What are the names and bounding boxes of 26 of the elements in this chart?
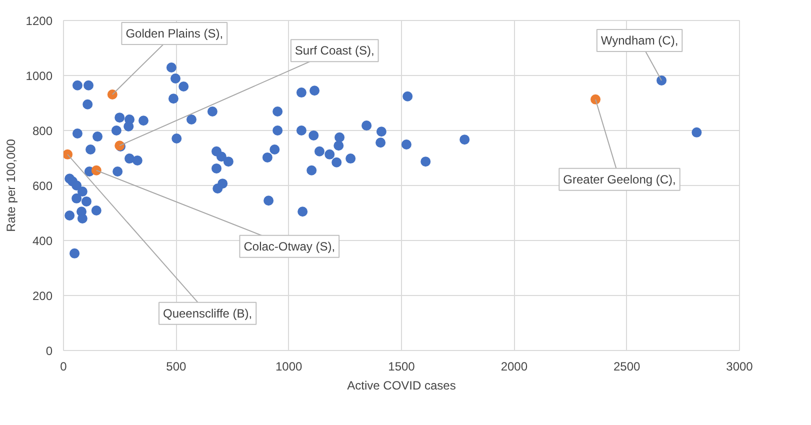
y-tick-label: 200 (32, 289, 53, 303)
annotation: Colac-Otway (S), (244, 239, 336, 254)
y-tick-label: 1200 (26, 14, 53, 28)
x-tick-label: 1500 (388, 360, 416, 374)
x-tick-label: 500 (166, 360, 187, 374)
x-tick-label: 3000 (726, 360, 754, 374)
x-tick-label: 2000 (500, 360, 528, 374)
y-tick-label: 600 (32, 179, 53, 193)
point (107, 89, 118, 100)
y-tick-label: 1000 (26, 69, 53, 83)
annotation: Surf Coast (S), (294, 44, 374, 58)
annotation: Queenscliffe (B), (162, 306, 252, 320)
point (91, 165, 102, 176)
x-tick-label: 2500 (613, 360, 641, 374)
y-axis-title: Rate per 100,000 (4, 138, 18, 232)
y-tick-label: 0 (46, 344, 53, 358)
annotation: Wyndham (C), (600, 33, 678, 48)
y-tick-label: 400 (32, 234, 53, 248)
x-axis-title: Active COVID cases (347, 378, 456, 392)
y-tick-label: 800 (32, 124, 53, 138)
annotation: Greater Geelong (C), (563, 172, 676, 186)
x-tick-label: 0 (60, 360, 68, 374)
x-tick-label: 1000 (275, 360, 303, 374)
point (64, 149, 73, 160)
point (590, 94, 601, 104)
annotation: Golden Plains (S), (126, 26, 224, 40)
